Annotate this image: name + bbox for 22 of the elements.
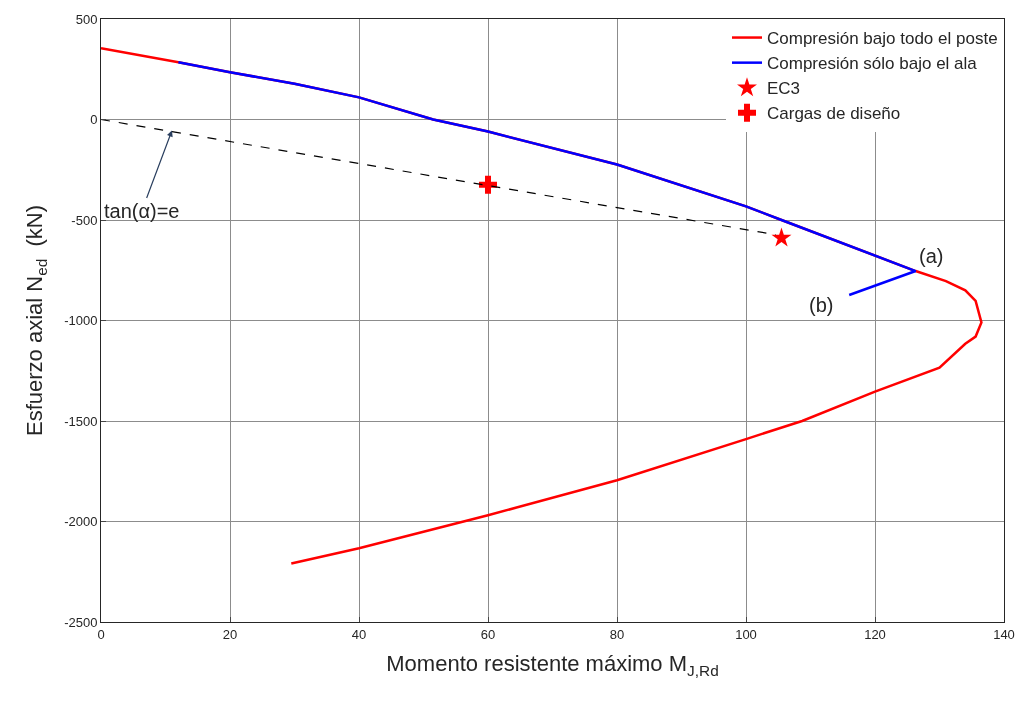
legend-label: EC3 (767, 79, 801, 99)
annotation: (a) (919, 245, 944, 267)
x-tick-label: 140 (993, 626, 1015, 642)
y-tick-label: -2500 (64, 614, 98, 630)
y-tick-label: -1000 (64, 313, 98, 329)
y-tick-label: -2000 (64, 514, 98, 530)
x-tick-label: 120 (864, 626, 886, 642)
x-tick-label: 40 (351, 626, 367, 642)
x-tick-label: 20 (222, 626, 238, 642)
y-tick-label: -1500 (64, 413, 98, 429)
y-tick-label: 0 (90, 112, 98, 128)
x-tick-label: 100 (735, 626, 757, 642)
x-tick-label: 80 (609, 626, 625, 642)
x-axis-title: Momento resistente máximo M$_{J,Rd}$ (386, 651, 719, 680)
y-tick-label: 500 (75, 11, 98, 27)
legend-label: Cargas de diseño (767, 104, 901, 124)
x-tick-label: 60 (480, 626, 496, 642)
y-tick-label: -500 (71, 212, 98, 228)
annotation: (b) (809, 294, 834, 316)
legend-label: Compresión bajo todo el poste (767, 29, 998, 49)
legend-label: Compresión sólo bajo el ala (767, 54, 978, 74)
annotation: tan(α)=e (104, 200, 180, 222)
